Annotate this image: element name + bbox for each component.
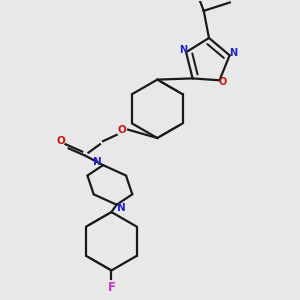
Text: O: O: [57, 136, 66, 146]
Text: F: F: [107, 280, 116, 294]
Text: O: O: [218, 77, 227, 87]
Text: N: N: [229, 48, 237, 58]
Text: N: N: [94, 157, 102, 167]
Text: N: N: [179, 45, 187, 55]
Text: N: N: [118, 203, 126, 213]
Text: O: O: [118, 125, 126, 135]
